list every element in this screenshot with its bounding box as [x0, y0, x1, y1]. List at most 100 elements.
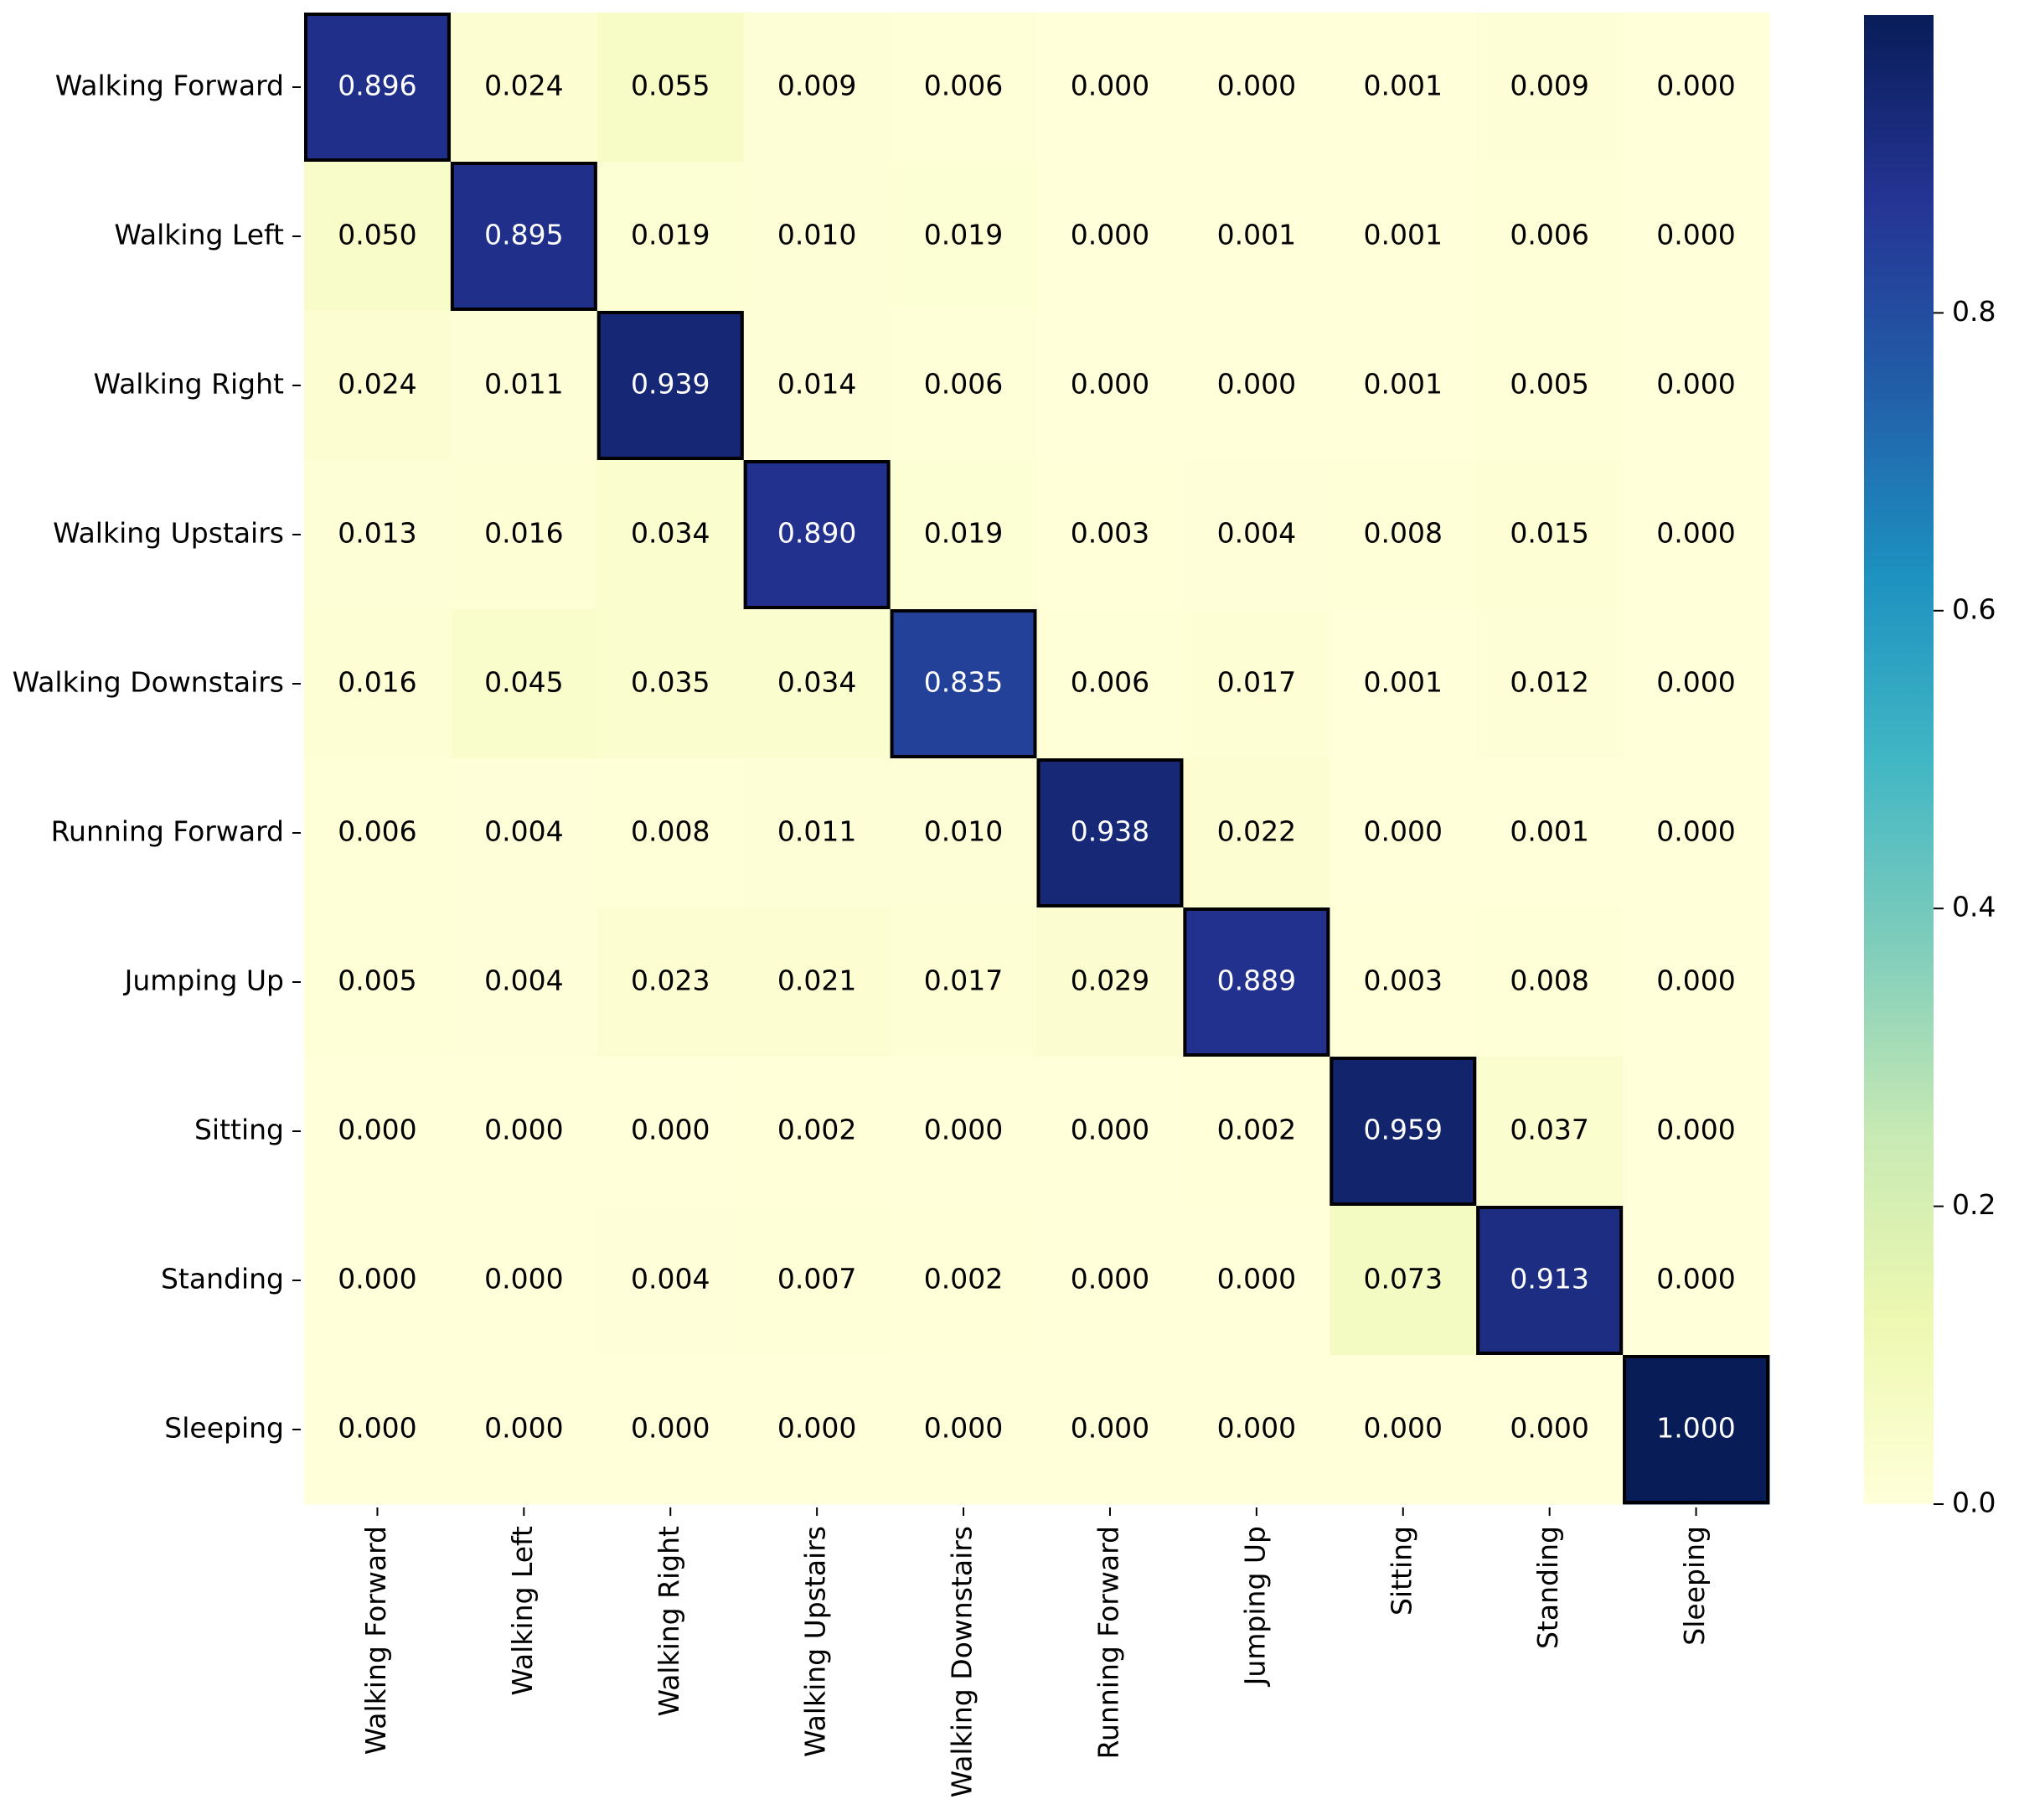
- cell-label: 0.010: [924, 815, 1003, 848]
- cell-label: 0.004: [631, 1263, 710, 1295]
- heatmap-cell: [1476, 1206, 1624, 1356]
- cell-label: 0.024: [338, 368, 416, 401]
- cell-label: 0.004: [1217, 517, 1296, 550]
- heatmap-cell: [450, 1355, 598, 1505]
- cell-label: 0.073: [1364, 1263, 1443, 1295]
- cell-label: 0.000: [484, 1412, 563, 1445]
- cell-label: 0.001: [1364, 219, 1443, 251]
- cell-label: 0.008: [1510, 964, 1588, 997]
- cell-label: 0.913: [1510, 1263, 1588, 1295]
- heatmap-cell: [596, 1355, 745, 1505]
- x-tick-label: Running Forward: [1092, 1526, 1124, 1759]
- cell-label: 0.001: [1364, 70, 1443, 102]
- cell-label: 0.000: [924, 1412, 1003, 1445]
- cell-label: 0.017: [924, 964, 1003, 997]
- heatmap-cell: [450, 162, 598, 312]
- cell-label: 0.034: [631, 517, 710, 550]
- x-tick-label: Walking Downstairs: [946, 1526, 979, 1797]
- cell-highlight: [304, 13, 451, 162]
- cell-label: 0.000: [1217, 70, 1296, 102]
- cell-label: 0.000: [338, 1412, 416, 1445]
- cell-label: 0.016: [484, 517, 563, 550]
- cell-label: 0.050: [338, 219, 416, 251]
- colorbar-tick-label: 0.6: [1952, 592, 1996, 625]
- cell-label: 0.019: [631, 219, 710, 251]
- heatmap-cell: [743, 1206, 891, 1356]
- cell-label: 0.004: [484, 815, 563, 848]
- cell-label: 0.889: [1217, 964, 1296, 997]
- heatmap-cell: [890, 758, 1037, 908]
- cell-label: 0.000: [631, 1412, 710, 1445]
- cell-label: 0.002: [777, 1114, 856, 1146]
- cell-highlight: [743, 460, 891, 609]
- cell-label: 0.000: [1656, 70, 1735, 102]
- cell-label: 0.029: [1071, 964, 1149, 997]
- heatmap-cell: [1623, 162, 1770, 312]
- cell-label: 0.021: [777, 964, 856, 997]
- cell-highlight: [1623, 1355, 1769, 1504]
- heatmap-cell: [1623, 907, 1770, 1057]
- heatmap-cell: [1330, 1355, 1477, 1505]
- y-tick-label: Walking Forward: [55, 70, 284, 102]
- cell-label: 0.037: [1510, 1114, 1588, 1146]
- heatmap-cell: [304, 13, 452, 163]
- y-tick-label: Running Forward: [51, 815, 284, 848]
- heatmap-cell: [1623, 609, 1770, 759]
- heatmap-cell: [1183, 1355, 1330, 1505]
- heatmap-cell: [1476, 13, 1624, 163]
- cell-label: 0.006: [1510, 219, 1588, 251]
- heatmap-cell: [304, 907, 452, 1057]
- cell-label: 0.008: [1364, 517, 1443, 550]
- colorbar-tick-label: 0.2: [1952, 1188, 1996, 1221]
- heatmap-cell: [450, 13, 598, 163]
- y-tick-label: Walking Upstairs: [53, 517, 284, 550]
- heatmap-cell: [1623, 758, 1770, 908]
- cell-label: 0.005: [338, 964, 416, 997]
- heatmap-cell: [1036, 311, 1184, 461]
- cell-label: 0.017: [1217, 666, 1296, 699]
- cell-label: 0.003: [1364, 964, 1443, 997]
- heatmap-cell: [1183, 609, 1330, 759]
- cell-label: 0.024: [484, 70, 563, 102]
- cell-label: 0.000: [1656, 1114, 1735, 1146]
- heatmap-cell: [743, 460, 891, 610]
- cell-label: 0.016: [338, 666, 416, 699]
- heatmap-cell: [1330, 311, 1477, 461]
- cell-label: 0.000: [1656, 219, 1735, 251]
- heatmap-cell: [304, 311, 452, 461]
- x-tick-label: Sitting: [1385, 1526, 1417, 1616]
- cell-label: 0.023: [631, 964, 710, 997]
- heatmap-cell: [1330, 13, 1477, 163]
- heatmap-cell: [1036, 1057, 1184, 1207]
- heatmap-cell: [890, 1206, 1037, 1356]
- cell-label: 0.009: [777, 70, 856, 102]
- cell-label: 0.010: [777, 219, 856, 251]
- heatmap-cell: [1330, 758, 1477, 908]
- heatmap-cell: [1476, 1355, 1624, 1505]
- y-tick-label: Walking Downstairs: [13, 666, 284, 699]
- x-tick-label: Walking Upstairs: [799, 1526, 832, 1757]
- y-tick-label: Standing: [161, 1263, 284, 1295]
- heatmap-cell: [1330, 162, 1477, 312]
- cell-label: 0.005: [1510, 368, 1588, 401]
- cell-highlight: [890, 609, 1037, 758]
- x-tick-label: Jumping Up: [1238, 1526, 1271, 1687]
- heatmap-cell: [450, 758, 598, 908]
- heatmap-cell: [1330, 460, 1477, 610]
- heatmap-cell: [890, 162, 1037, 312]
- x-tick-label: Standing: [1531, 1526, 1564, 1649]
- heatmap-cell: [596, 1206, 745, 1356]
- heatmap-cell: [743, 758, 891, 908]
- heatmap-cell: [1036, 1206, 1184, 1356]
- cell-label: 0.002: [924, 1263, 1003, 1295]
- heatmap-cell: [743, 1355, 891, 1505]
- cell-label: 0.014: [777, 368, 856, 401]
- cell-label: 0.000: [484, 1114, 563, 1146]
- cell-label: 0.004: [484, 964, 563, 997]
- heatmap-cell: [450, 311, 598, 461]
- heatmap-cell: [596, 162, 745, 312]
- cell-label: 0.002: [1217, 1114, 1296, 1146]
- cell-label: 0.000: [1071, 368, 1149, 401]
